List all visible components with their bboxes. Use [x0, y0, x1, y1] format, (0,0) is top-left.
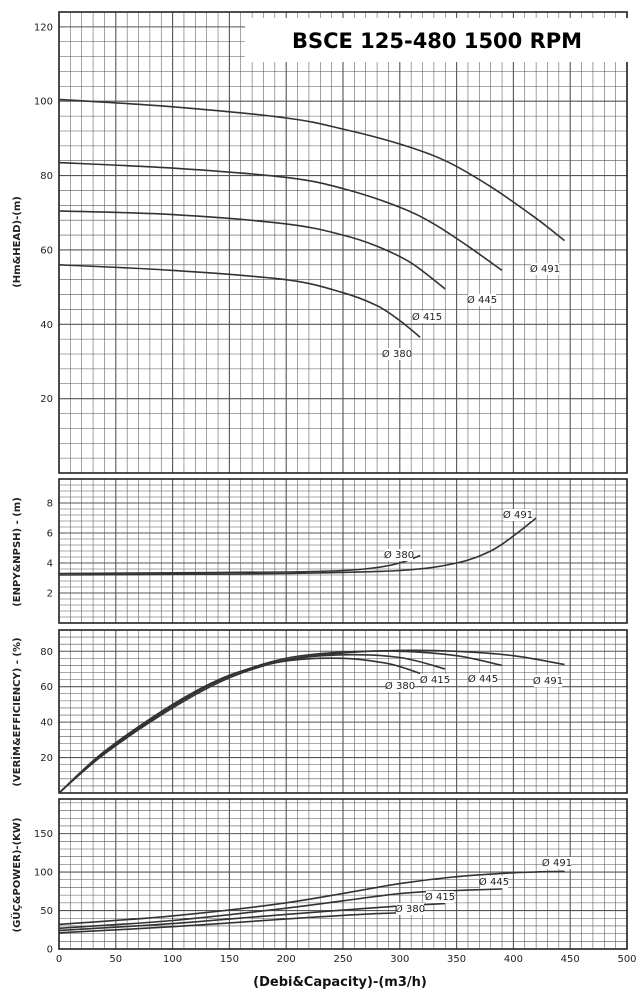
curve-label-bg [468, 294, 496, 306]
curve-label-power-445: Ø 445 [479, 876, 509, 888]
curve-label-bg [469, 673, 497, 685]
curve-label-npsh-491: Ø 491 [503, 509, 533, 521]
power-curve-491 [58, 870, 565, 926]
x-axis-label: (Debi&Capacity)-(m3/h) [253, 975, 427, 990]
y-tick-label-power: 0 [47, 945, 53, 956]
curve-label-head-415: Ø 415 [412, 311, 442, 323]
x-tick-label: 250 [333, 954, 352, 965]
panel-frame-npsh [58, 478, 628, 624]
y-tick-label-npsh: 2 [47, 589, 53, 600]
y-tick-label-head: 120 [34, 22, 53, 33]
curve-label-bg [534, 675, 562, 687]
curve-label-power-415: Ø 415 [425, 891, 455, 903]
curve-label-bg [480, 876, 508, 888]
x-tick-label: 200 [277, 954, 296, 965]
head-curve-445 [58, 161, 503, 272]
y-axis-label-head: (Hm&HEAD)-(m) [12, 196, 23, 288]
curve-label-bg [396, 903, 424, 915]
y-tick-label-head: 100 [34, 97, 53, 108]
power-curve-445 [58, 888, 503, 929]
head-curve-491 [58, 98, 565, 242]
y-axis-label-efficiency: (VERİM&EFFICIENCY) - (%) [9, 637, 23, 786]
y-tick-label-npsh: 4 [47, 559, 53, 570]
y-axis-label-npsh: (ENPY&NPSH) - (m) [12, 497, 23, 607]
y-tick-label-head: 20 [40, 394, 53, 405]
y-tick-label-head: 60 [40, 245, 53, 256]
x-tick-label: 0 [56, 954, 62, 965]
curve-layer [58, 98, 565, 934]
grid-layer [58, 11, 628, 950]
x-tick-label: 50 [109, 954, 122, 965]
y-tick-label-efficiency: 40 [40, 718, 53, 729]
title-box [245, 18, 629, 62]
curve-label-bg [385, 549, 413, 561]
panel-frame-power [58, 798, 628, 950]
y-tick-label-npsh: 8 [47, 499, 53, 510]
curve-label-bg [383, 348, 411, 360]
curve-label-bg [426, 891, 454, 903]
y-tick-label-efficiency: 20 [40, 753, 53, 764]
curve-label-head-380: Ø 380 [382, 348, 412, 360]
y-tick-label-power: 100 [34, 868, 53, 879]
x-tick-label: 150 [220, 954, 239, 965]
x-tick-label: 400 [504, 954, 523, 965]
panel-frame-efficiency [58, 629, 628, 794]
head-curve-415 [58, 210, 446, 290]
curve-label-efficiency-415: Ø 415 [420, 674, 450, 686]
y-tick-label-head: 80 [40, 171, 53, 182]
y-tick-label-efficiency: 80 [40, 647, 53, 658]
y-tick-label-head: 40 [40, 320, 53, 331]
curve-label-bg [504, 509, 532, 521]
x-tick-label: 500 [617, 954, 636, 965]
x-tick-label: 100 [163, 954, 182, 965]
y-tick-label-efficiency: 60 [40, 682, 53, 693]
curve-label-power-380: Ø 380 [395, 903, 425, 915]
curve-label-efficiency-445: Ø 445 [468, 673, 498, 685]
curve-label-power-491: Ø 491 [542, 857, 572, 869]
head-curve-380 [58, 264, 421, 338]
curve-label-bg [413, 311, 441, 323]
power-curve-380 [58, 912, 421, 934]
curve-label-efficiency-491: Ø 491 [533, 675, 563, 687]
curve-label-bg [531, 263, 559, 275]
curve-label-bg [386, 680, 414, 692]
efficiency-curve-380 [58, 657, 421, 794]
curve-label-head-445: Ø 445 [467, 294, 497, 306]
y-axis-label-power: (GÜÇ&POWER)-(KW) [9, 818, 23, 933]
curve-label-npsh-380: Ø 380 [384, 549, 414, 561]
panel-frame-head [58, 11, 628, 474]
x-tick-label: 450 [561, 954, 580, 965]
chart-title: BSCE 125-480 1500 RPM [292, 29, 582, 53]
y-tick-label-power: 50 [40, 906, 53, 917]
y-tick-label-power: 150 [34, 829, 53, 840]
x-tick-label: 350 [447, 954, 466, 965]
curve-label-bg [421, 674, 449, 686]
x-tick-label: 300 [390, 954, 409, 965]
y-tick-label-npsh: 6 [47, 529, 53, 540]
npsh-curve-380 [58, 554, 421, 575]
curve-label-head-491: Ø 491 [530, 263, 560, 275]
curve-label-bg [543, 857, 571, 869]
npsh-curve-491 [58, 517, 537, 576]
curve-label-efficiency-380: Ø 380 [385, 680, 415, 692]
